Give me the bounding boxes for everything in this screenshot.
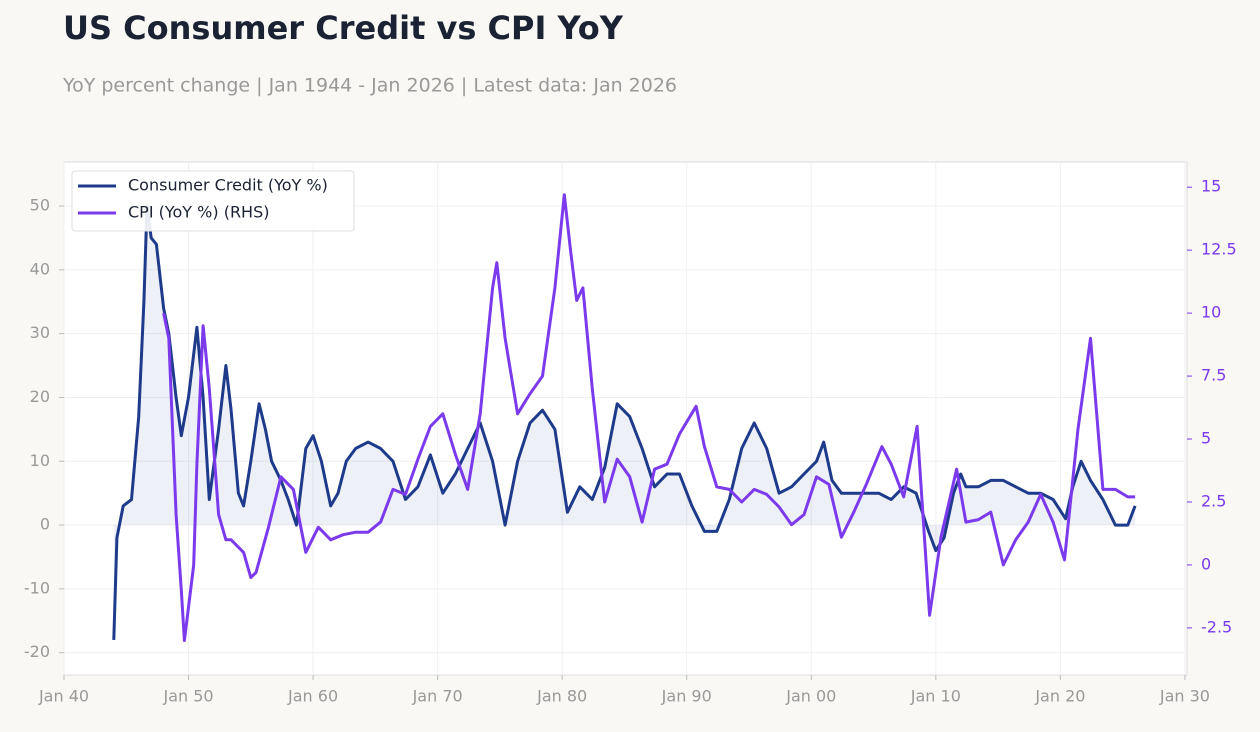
legend-box (71, 170, 355, 232)
legend: Consumer Credit (YoY %) CPI (YoY %) (RHS) (71, 170, 355, 232)
x-tick-label: Jan 00 (785, 687, 836, 706)
y-tick-label: -10 (24, 578, 50, 597)
area-fill (113, 206, 1136, 640)
y2-tick-label: -2.5 (1201, 617, 1232, 636)
chart-subtitle: YoY percent change | Jan 1944 - Jan 2026… (62, 75, 677, 97)
line (162, 193, 1136, 642)
y-tick-label: 30 (30, 323, 50, 342)
y-tick-label: -20 (24, 642, 50, 661)
y2-tick-label: 2.5 (1201, 491, 1226, 510)
x-tick-label: Jan 20 (1034, 687, 1085, 706)
x-tick-label: Jan 50 (162, 687, 213, 706)
legend-label: Consumer Credit (YoY %) (128, 176, 328, 195)
line (112, 204, 1137, 640)
x-tick-label: Jan 30 (1159, 687, 1210, 706)
y-tick-label: 20 (30, 387, 50, 406)
y2-tick-label: 10 (1201, 303, 1221, 322)
y2-tick-label: 15 (1201, 177, 1221, 196)
plot-area (63, 161, 1188, 676)
y2-tick-label: 5 (1201, 429, 1211, 448)
legend-label: CPI (YoY %) (RHS) (128, 203, 269, 222)
y-tick-label: 0 (40, 515, 50, 534)
y-tick-label: 40 (30, 259, 50, 278)
y-tick-label: 50 (30, 196, 50, 215)
x-tick-label: Jan 60 (287, 687, 338, 706)
x-tick-label: Jan 40 (38, 687, 89, 706)
x-tick-label: Jan 90 (661, 687, 712, 706)
y-tick-label: 10 (30, 451, 50, 470)
chart-title: US Consumer Credit vs CPI YoY (63, 9, 624, 47)
y2-tick-label: 12.5 (1201, 240, 1237, 259)
y2-tick-label: 0 (1201, 554, 1211, 573)
x-tick-label: Jan 70 (412, 687, 463, 706)
x-tick-label: Jan 10 (910, 687, 961, 706)
y2-tick-label: 7.5 (1201, 366, 1226, 385)
x-tick-label: Jan 80 (536, 687, 587, 706)
